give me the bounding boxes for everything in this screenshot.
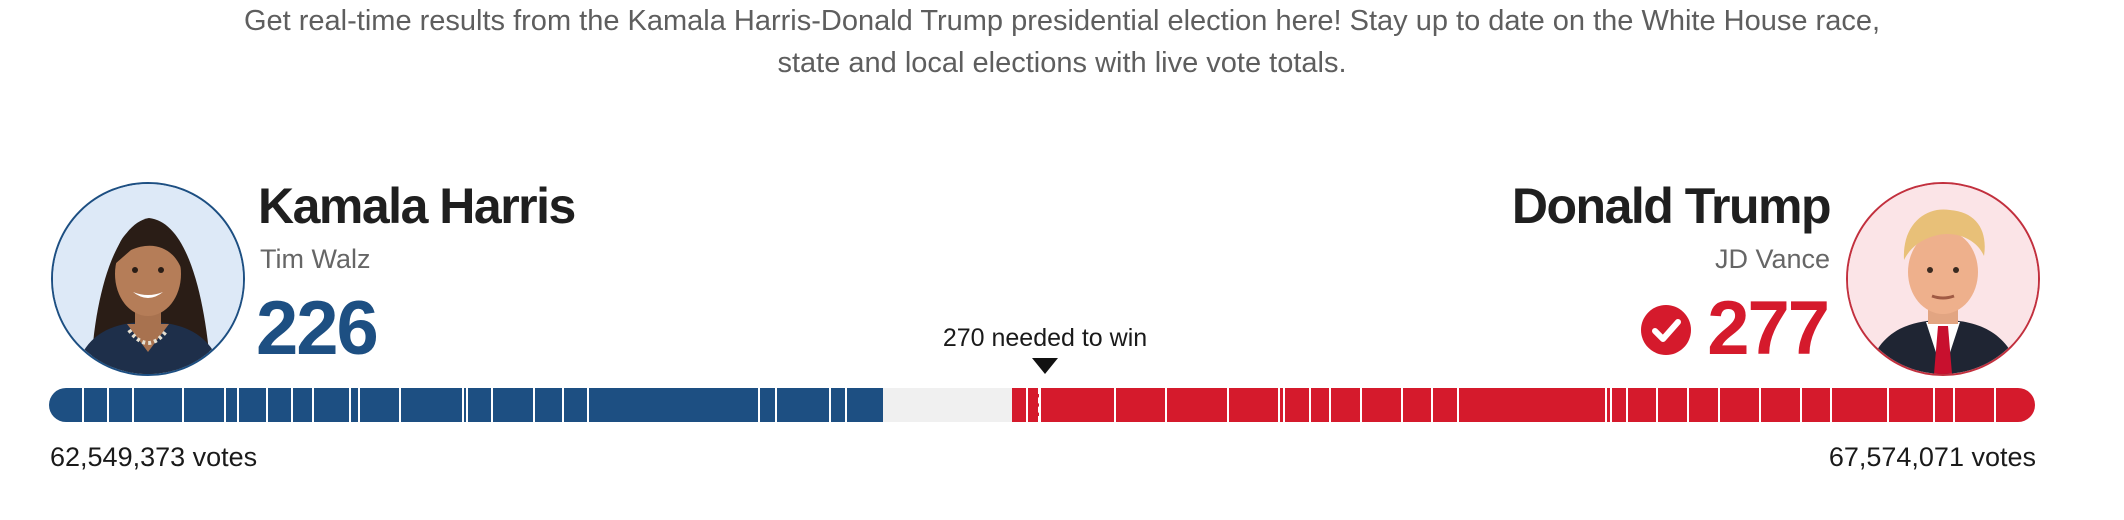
state-divider — [829, 388, 831, 422]
electoral-vote-bar — [49, 388, 2035, 422]
state-divider — [462, 388, 464, 422]
state-divider — [107, 388, 109, 422]
intro-text: Get real-time results from the Kamala Ha… — [160, 0, 1964, 84]
state-divider — [1605, 388, 1607, 422]
democrat-bar-fill[interactable] — [49, 388, 883, 422]
state-divider — [224, 388, 226, 422]
state-divider — [1887, 388, 1889, 422]
state-divider — [266, 388, 268, 422]
state-divider — [1759, 388, 1761, 422]
state-divider — [533, 388, 535, 422]
state-divider — [182, 388, 184, 422]
checkmark-icon — [1641, 305, 1691, 355]
state-divider — [82, 388, 84, 422]
state-divider — [1278, 388, 1280, 422]
state-divider — [1360, 388, 1362, 422]
harris-portrait-icon — [53, 184, 243, 374]
state-divider — [1227, 388, 1229, 422]
state-divider — [312, 388, 314, 422]
state-divider — [1283, 388, 1285, 422]
state-divider — [758, 388, 760, 422]
state-divider — [349, 388, 351, 422]
state-divider — [562, 388, 564, 422]
state-divider — [1329, 388, 1331, 422]
state-divider — [132, 388, 134, 422]
state-divider — [1994, 388, 1996, 422]
state-divider — [1457, 388, 1459, 422]
state-divider — [1800, 388, 1802, 422]
democrat-running-mate: Tim Walz — [260, 244, 371, 274]
state-divider — [399, 388, 401, 422]
harris-photo[interactable] — [51, 182, 245, 376]
state-divider — [845, 388, 847, 422]
state-divider — [1610, 388, 1612, 422]
state-divider — [1401, 388, 1403, 422]
state-divider — [587, 388, 589, 422]
state-divider — [291, 388, 293, 422]
intro-line-2: state and local elections with live vote… — [777, 47, 1347, 79]
state-divider — [1309, 388, 1311, 422]
democrat-electoral-votes: 226 — [256, 286, 379, 371]
state-divider — [1718, 388, 1720, 422]
state-divider — [1953, 388, 1955, 422]
republican-popular-votes: 67,574,071 votes — [1828, 442, 2036, 472]
state-divider — [1656, 388, 1658, 422]
republican-candidate-name[interactable]: Donald Trump — [1511, 178, 1832, 234]
state-divider — [1431, 388, 1433, 422]
trump-photo[interactable] — [1846, 182, 2040, 376]
state-divider — [1039, 388, 1041, 422]
state-divider — [466, 388, 468, 422]
needed-to-win-arrow-icon — [1032, 358, 1058, 374]
democrat-candidate-name[interactable]: Kamala Harris — [258, 178, 576, 234]
state-divider — [237, 388, 239, 422]
state-divider — [1687, 388, 1689, 422]
threshold-marker — [1038, 388, 1040, 422]
republican-running-mate: JD Vance — [1714, 244, 1830, 274]
needed-to-win-label: 270 needed to win — [942, 324, 1148, 352]
state-divider — [1026, 388, 1028, 422]
state-divider — [1933, 388, 1935, 422]
trump-portrait-icon — [1848, 184, 2038, 374]
state-divider — [1626, 388, 1628, 422]
state-divider — [358, 388, 360, 422]
state-divider — [1114, 388, 1116, 422]
state-divider — [1165, 388, 1167, 422]
democrat-popular-votes: 62,549,373 votes — [50, 442, 258, 472]
intro-line-1: Get real-time results from the Kamala Ha… — [243, 5, 1881, 37]
state-divider — [775, 388, 777, 422]
state-divider — [491, 388, 493, 422]
republican-bar-fill[interactable] — [1012, 388, 2035, 422]
republican-electoral-votes: 277 — [1707, 286, 1830, 371]
state-divider — [1830, 388, 1832, 422]
